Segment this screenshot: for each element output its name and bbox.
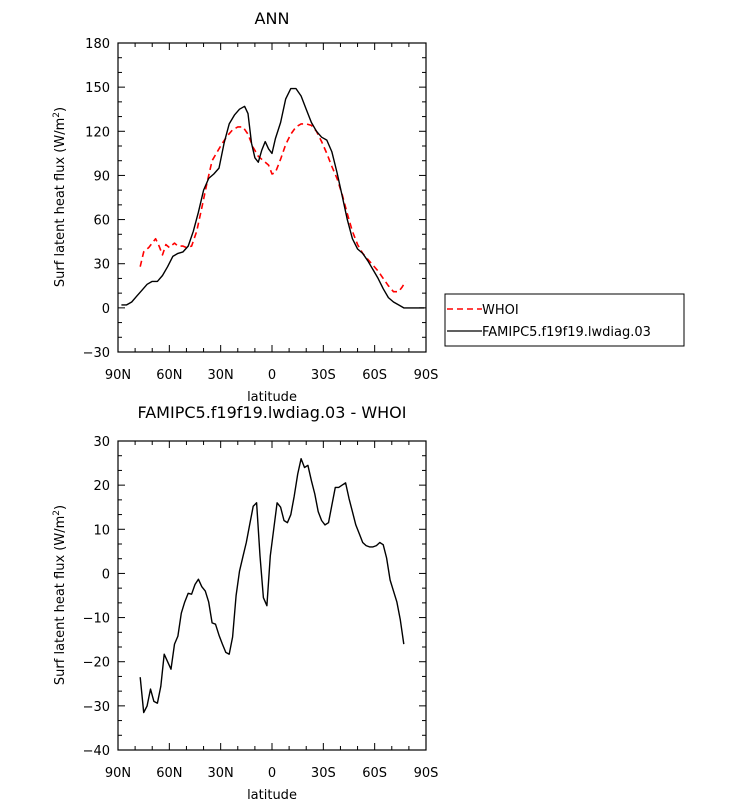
bottom-series-line-difference [139,458,405,714]
bottom-chart-ylabel-sup: 2 [52,510,62,516]
bottom-xtick-label: 90N [105,766,131,781]
top-plot-frame [117,42,427,353]
bottom-plot-frame [117,440,427,751]
bottom-chart-ylabel-base: Surf latent heat flux (W/m [53,516,68,685]
top-xtick-label: 30N [208,368,234,383]
top-xtick-label: 60N [156,368,182,383]
top-xtick-label: 30S [311,368,336,383]
bottom-chart-ylabel-tail: ) [53,505,68,510]
top-chart-ylabel-sup: 2 [52,112,62,118]
bottom-chart-ylabel: Surf latent heat flux (W/m2) [52,505,68,685]
top-chart: 90N 60N 30N 0 30S 60S 90S 180 150 120 90 60 30 0 −30 [83,37,439,383]
top-ytick-label: 30 [93,258,110,273]
bottom-chart: 90N 60N 30N 0 30S 60S 90S 30 20 10 0 −10 −20 −30 −40 [83,435,439,781]
top-chart-title: ANN [255,9,290,28]
bottom-ytick-label: 0 [102,567,110,582]
top-xtick-label: 60S [362,368,387,383]
bottom-xtick-label: 30N [208,766,234,781]
bottom-ytick-label: 30 [93,435,110,450]
legend-box [444,293,685,347]
bottom-xtick-label: 30S [311,766,336,781]
top-ytick-label: 180 [85,37,110,52]
top-chart-ylabel-tail: ) [53,107,68,112]
bottom-ytick-label: −20 [83,656,110,671]
top-ytick-label: 150 [85,81,110,96]
legend: WHOI FAMIPC5.f19f19.lwdiag.03 [444,293,685,347]
top-xtick-label: 90S [414,368,439,383]
bottom-xtick-label: 90S [414,766,439,781]
bottom-chart-xlabel: latitude [247,788,297,803]
top-chart-ylabel-base: Surf latent heat flux (W/m [53,118,68,287]
bottom-ytick-label: −30 [83,700,110,715]
top-ytick-label: 120 [85,125,110,140]
bottom-ytick-label: −40 [83,744,110,759]
top-series-line-famipc5-f19f19-lwdiag-03 [121,87,425,309]
top-xtick-label: 90N [105,368,131,383]
bottom-ytick-label: −10 [83,612,110,627]
bottom-xtick-label: 60N [156,766,182,781]
bottom-ytick-label: 10 [93,523,110,538]
top-xtick-label: 0 [268,368,276,383]
legend-label-whoi: WHOI [482,303,519,318]
bottom-xtick-label: 0 [268,766,276,781]
top-ytick-label: 60 [93,214,110,229]
top-series-line-whoi [139,123,407,293]
top-ytick-label: 90 [93,169,110,184]
top-ytick-label: 0 [102,302,110,317]
top-chart-xlabel: latitude [247,390,297,405]
top-chart-ylabel: Surf latent heat flux (W/m2) [52,107,68,287]
legend-label-model: FAMIPC5.f19f19.lwdiag.03 [482,325,651,340]
bottom-chart-title: FAMIPC5.f19f19.lwdiag.03 - WHOI [137,403,406,422]
top-ytick-label: −30 [83,346,110,361]
bottom-ytick-label: 20 [93,479,110,494]
bottom-xtick-label: 60S [362,766,387,781]
